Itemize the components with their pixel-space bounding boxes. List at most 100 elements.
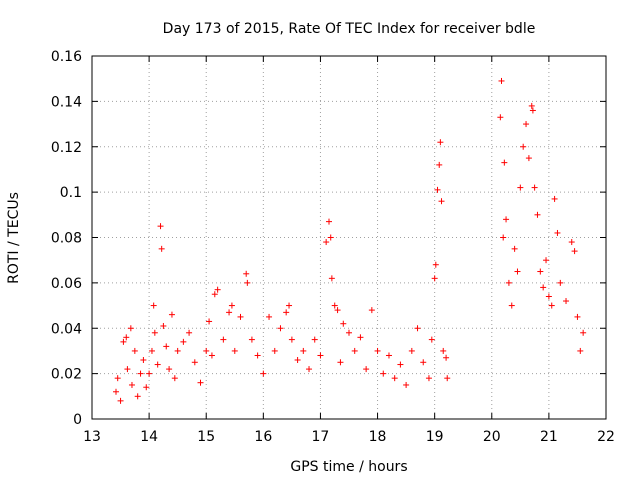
data-point	[531, 184, 538, 191]
x-tick-label: 18	[369, 429, 387, 445]
data-point	[146, 370, 153, 377]
data-point	[443, 354, 450, 361]
data-point	[266, 313, 273, 320]
data-point	[551, 195, 558, 202]
data-point	[351, 347, 358, 354]
data-point	[529, 107, 536, 114]
data-point	[537, 268, 544, 275]
x-axis-label: GPS time / hours	[290, 459, 407, 475]
data-point	[363, 366, 370, 373]
data-point	[154, 361, 161, 368]
data-point	[508, 302, 515, 309]
data-point	[150, 302, 157, 309]
data-point	[420, 359, 427, 366]
data-point	[248, 336, 255, 343]
data-point	[254, 352, 261, 359]
data-point	[557, 279, 564, 286]
data-point	[543, 257, 550, 264]
y-tick-label: 0.1	[60, 185, 82, 201]
data-point	[174, 347, 181, 354]
data-point	[244, 279, 251, 286]
data-point	[357, 334, 364, 341]
data-point	[128, 381, 135, 388]
data-point	[528, 102, 535, 109]
data-point	[328, 275, 335, 282]
x-tick-label: 19	[426, 429, 444, 445]
data-point	[574, 313, 581, 320]
y-tick-label: 0.12	[51, 140, 82, 156]
data-point	[160, 322, 167, 329]
data-point	[545, 293, 552, 300]
data-point	[511, 245, 518, 252]
x-tick-label: 22	[597, 429, 615, 445]
data-point	[517, 184, 524, 191]
data-point	[211, 291, 218, 298]
data-point	[520, 143, 527, 150]
x-tick-label: 13	[83, 429, 101, 445]
y-tick-label: 0.04	[51, 321, 82, 337]
data-point	[143, 384, 150, 391]
data-point	[163, 343, 170, 350]
data-point	[525, 155, 532, 162]
data-point	[403, 381, 410, 388]
grid-lines	[92, 56, 606, 419]
data-point	[534, 211, 541, 218]
data-point	[540, 284, 547, 291]
data-point	[231, 347, 238, 354]
data-point	[380, 370, 387, 377]
data-point	[171, 375, 178, 382]
data-point	[134, 393, 141, 400]
data-point	[197, 379, 204, 386]
data-point	[397, 361, 404, 368]
data-point	[498, 77, 505, 84]
data-point	[127, 325, 134, 332]
data-point	[186, 329, 193, 336]
data-point	[123, 334, 130, 341]
data-point	[500, 234, 507, 241]
data-point	[317, 352, 324, 359]
data-point	[337, 359, 344, 366]
y-tick-label: 0	[73, 412, 82, 428]
data-point	[286, 302, 293, 309]
data-point	[277, 325, 284, 332]
data-point	[124, 366, 131, 373]
data-point	[501, 159, 508, 166]
data-point	[385, 352, 392, 359]
data-point	[331, 302, 338, 309]
data-point	[340, 320, 347, 327]
data-point	[408, 347, 415, 354]
data-point	[206, 318, 213, 325]
data-point	[434, 186, 441, 193]
data-point	[220, 336, 227, 343]
data-point	[131, 347, 138, 354]
data-point	[112, 388, 119, 395]
data-point	[440, 347, 447, 354]
chart-title: Day 173 of 2015, Rate Of TEC Index for r…	[163, 21, 536, 37]
data-point	[191, 359, 198, 366]
data-point	[514, 268, 521, 275]
data-point	[166, 366, 173, 373]
x-tick-label: 15	[197, 429, 215, 445]
data-point	[228, 302, 235, 309]
data-point	[117, 397, 124, 404]
data-point	[168, 311, 175, 318]
data-point	[158, 245, 165, 252]
data-point	[374, 347, 381, 354]
data-point	[288, 336, 295, 343]
x-tick-label: 20	[483, 429, 501, 445]
data-point	[438, 198, 445, 205]
data-point	[148, 347, 155, 354]
data-point	[311, 336, 318, 343]
y-tick-label: 0.14	[51, 94, 82, 110]
data-point	[114, 375, 121, 382]
data-point	[497, 114, 504, 121]
data-point	[431, 275, 438, 282]
data-point	[437, 139, 444, 146]
data-points	[112, 77, 587, 404]
data-point	[271, 347, 278, 354]
y-tick-label: 0.06	[51, 276, 82, 292]
data-point	[151, 329, 158, 336]
data-point	[323, 239, 330, 246]
data-point	[300, 347, 307, 354]
